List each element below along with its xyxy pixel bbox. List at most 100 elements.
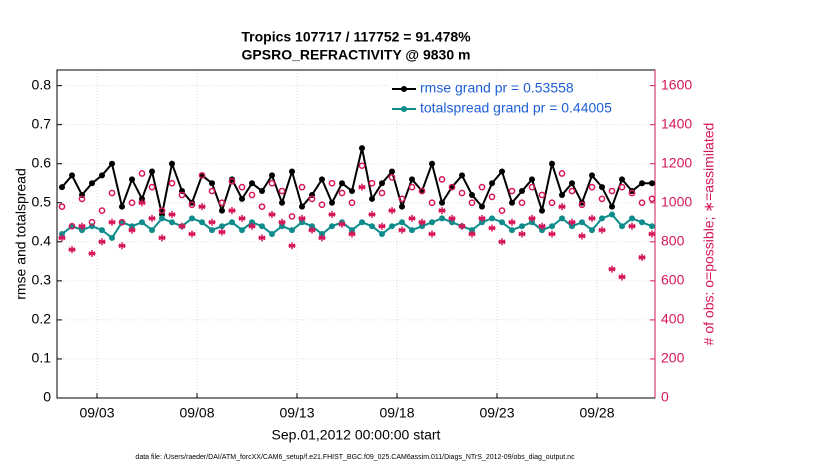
point — [379, 231, 385, 237]
point — [489, 215, 495, 222]
point — [369, 195, 375, 202]
point — [349, 188, 355, 195]
possible-marker — [78, 195, 86, 203]
assimilated-marker — [78, 222, 86, 230]
point — [459, 172, 465, 179]
possible-marker — [238, 183, 246, 191]
possible-marker — [458, 189, 466, 197]
possible-marker — [68, 222, 76, 230]
legend-marker — [401, 106, 407, 112]
assimilated-marker — [468, 230, 476, 238]
assimilated-marker — [558, 203, 566, 211]
possible-marker — [338, 189, 346, 197]
assimilated-marker — [248, 222, 256, 230]
assimilated-marker — [478, 214, 486, 222]
y-tick-label: 0.5 — [32, 193, 52, 209]
point — [99, 227, 105, 234]
assimilated-marker — [158, 234, 166, 242]
possible-marker — [328, 179, 336, 187]
point — [409, 227, 415, 234]
point — [369, 223, 375, 230]
legend-label: rmse grand pr = 0.53558 — [420, 80, 574, 96]
possible-marker — [228, 177, 236, 185]
x-tick-label: 09/13 — [279, 405, 314, 421]
assimilated-marker — [458, 222, 466, 230]
possible-marker — [148, 183, 156, 191]
footnote: data file: /Users/raeder/DAI/ATM_forcXX/… — [135, 454, 575, 461]
assimilated-marker — [308, 226, 316, 234]
point — [149, 227, 155, 234]
assimilated-marker — [328, 210, 336, 218]
point — [619, 223, 625, 230]
assimilated-marker — [388, 207, 396, 215]
point — [609, 203, 615, 210]
possible-marker — [288, 213, 296, 220]
point — [289, 168, 295, 175]
possible-marker — [158, 207, 166, 214]
possible-marker — [438, 175, 446, 183]
assimilated-marker — [588, 214, 596, 222]
point — [209, 180, 215, 187]
point — [529, 176, 535, 183]
point — [509, 227, 515, 234]
possible-marker — [388, 174, 396, 181]
possible-marker — [298, 183, 306, 191]
assimilated-marker — [208, 218, 216, 226]
point — [419, 223, 425, 230]
point — [479, 219, 485, 226]
point — [509, 199, 515, 206]
point — [559, 215, 565, 222]
possible-marker — [318, 201, 326, 209]
point — [209, 227, 215, 234]
assimilated-marker — [538, 222, 546, 230]
point — [109, 160, 115, 167]
point — [629, 215, 635, 222]
possible-marker — [378, 189, 386, 197]
point — [269, 172, 275, 179]
y2-tick-label: 800 — [661, 233, 685, 249]
possible-marker — [128, 199, 136, 207]
point — [389, 223, 395, 230]
possible-marker — [538, 191, 546, 199]
point — [439, 215, 445, 222]
legend-box — [388, 77, 648, 121]
assimilated-marker — [148, 214, 156, 222]
assimilated-marker — [88, 250, 96, 258]
point — [499, 219, 505, 226]
point — [359, 145, 365, 152]
point — [349, 227, 355, 234]
assimilated-marker — [548, 230, 556, 238]
chart-subtitle: GPSRO_REFRACTIVITY @ 9830 m — [242, 47, 471, 63]
point — [469, 191, 475, 198]
assimilated-marker — [438, 207, 446, 215]
possible-marker — [528, 183, 536, 191]
possible-marker — [638, 199, 646, 207]
possible-marker — [168, 179, 176, 187]
point — [109, 234, 115, 241]
possible-marker — [308, 195, 316, 203]
assimilated-marker — [288, 242, 296, 250]
assimilated-marker — [368, 210, 376, 218]
point — [519, 223, 525, 230]
point — [249, 180, 255, 187]
point — [329, 223, 335, 230]
assimilated-marker — [138, 199, 146, 207]
point — [589, 227, 595, 234]
legend-label: totalspread grand pr = 0.44005 — [420, 100, 612, 116]
point — [289, 227, 295, 234]
assimilated-marker — [358, 183, 366, 191]
y-tick-label: 0.7 — [32, 115, 52, 131]
point — [269, 231, 275, 237]
series-line — [61, 147, 652, 215]
possible-marker — [218, 199, 226, 207]
point — [619, 176, 625, 183]
possible-marker — [578, 201, 586, 209]
possible-marker — [88, 218, 96, 226]
point — [69, 172, 75, 179]
assimilated-marker — [488, 224, 496, 232]
possible-marker — [618, 183, 626, 191]
possible-marker — [58, 203, 66, 211]
point — [299, 203, 305, 210]
assimilated-marker — [408, 214, 416, 222]
point — [319, 231, 325, 237]
